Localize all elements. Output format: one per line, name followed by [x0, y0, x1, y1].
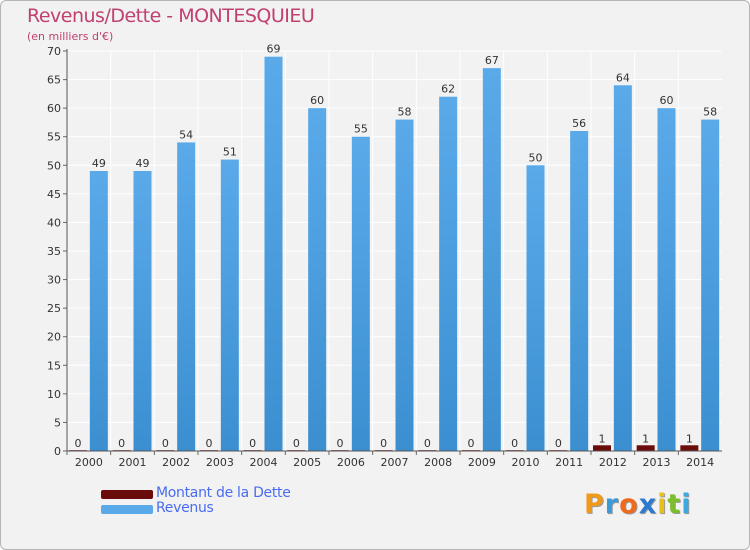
x-tick-label: 2001: [119, 456, 147, 469]
logo-letter: t: [667, 489, 682, 520]
y-tick-label: 55: [47, 131, 61, 144]
bar-revenue: [439, 96, 458, 451]
x-tick-label: 2008: [424, 456, 452, 469]
value-label-debt: 0: [206, 437, 213, 450]
grid-lines: [67, 50, 722, 452]
y-tick-label: 35: [47, 245, 61, 258]
bar-revenue: [264, 56, 283, 451]
bar-revenue: [89, 171, 108, 451]
value-label-debt: 0: [511, 437, 518, 450]
logo-letter: P: [584, 489, 605, 520]
x-tick-label: 2004: [250, 456, 278, 469]
value-label-revenue: 58: [398, 106, 412, 119]
value-label-revenue: 54: [179, 128, 193, 141]
value-label-debt: 0: [293, 437, 300, 450]
value-label-revenue: 49: [92, 157, 106, 170]
y-tick-label: 25: [47, 302, 61, 315]
bar-debt: [593, 445, 611, 451]
value-label-debt: 1: [642, 432, 649, 445]
value-label-debt: 0: [380, 437, 387, 450]
value-label-revenue: 67: [485, 54, 499, 67]
value-label-revenue: 51: [223, 146, 237, 159]
logo-letter: i: [681, 489, 692, 520]
x-tick-label: 2010: [512, 456, 540, 469]
bar-revenue: [351, 136, 370, 451]
x-tick-label: 2006: [337, 456, 365, 469]
x-tick-label: 2003: [206, 456, 234, 469]
value-label-debt: 1: [686, 432, 693, 445]
bar-revenue: [526, 165, 545, 452]
x-tick-label: 2012: [599, 456, 627, 469]
value-label-debt: 0: [468, 437, 475, 450]
value-label-revenue: 56: [572, 117, 586, 130]
value-label-revenue: 49: [136, 157, 150, 170]
value-label-debt: 0: [555, 437, 562, 450]
value-label-debt: 1: [599, 432, 606, 445]
y-tick-label: 15: [47, 359, 61, 372]
value-label-revenue: 62: [441, 83, 455, 96]
logo-letter: o: [619, 489, 639, 520]
bar-revenue: [657, 108, 676, 452]
value-label-debt: 0: [249, 437, 256, 450]
legend-swatch-revenue: [101, 505, 153, 514]
y-tick-label: 50: [47, 159, 61, 172]
bars: [69, 56, 720, 452]
logo-letter: r: [604, 489, 620, 520]
bar-revenue: [308, 108, 327, 452]
bar-revenue: [395, 119, 414, 452]
y-tick-label: 30: [47, 274, 61, 287]
y-tick-label: 65: [47, 74, 61, 87]
y-tick-label: 5: [54, 416, 61, 429]
value-label-revenue: 50: [529, 151, 543, 164]
value-labels: 0 49 0 49 0 54 0 51 0 69 0 60 0 55 0 58 0 62 0 67 0 50 0 56 1 64 1…: [75, 43, 718, 450]
y-tick-label: 45: [47, 188, 61, 201]
bar-revenue: [133, 171, 152, 451]
x-tick-label: 2002: [162, 456, 190, 469]
x-tick-label: 2013: [643, 456, 671, 469]
value-label-revenue: 60: [660, 94, 674, 107]
bar-revenue: [613, 85, 632, 452]
y-tick-label: 40: [47, 216, 61, 229]
x-tick-label: 2007: [381, 456, 409, 469]
value-label-debt: 0: [75, 437, 82, 450]
value-label-revenue: 60: [310, 94, 324, 107]
x-tick-label: 2005: [293, 456, 321, 469]
y-tick-label: 0: [54, 445, 61, 458]
value-label-revenue: 55: [354, 123, 368, 136]
y-tick-label: 60: [47, 102, 61, 115]
chart-subtitle: (en milliers d'€): [27, 30, 114, 43]
chart-title: Revenus/Dette - MONTESQUIEU: [27, 5, 315, 27]
value-label-revenue: 69: [267, 43, 281, 56]
x-tick-label: 2000: [75, 456, 103, 469]
proxiti-logo: Proxiti: [584, 489, 692, 520]
value-label-debt: 0: [162, 437, 169, 450]
logo-letter: i: [657, 489, 668, 520]
value-label-revenue: 64: [616, 71, 630, 84]
bar-revenue: [701, 119, 720, 452]
legend-label-debt: Montant de la Dette: [156, 485, 291, 501]
bar-debt: [680, 445, 699, 451]
x-tick-label: 2011: [555, 456, 583, 469]
bar-revenue: [570, 131, 589, 451]
legend-swatch-debt: [101, 490, 153, 499]
bar-revenue: [220, 159, 239, 452]
bar-revenue: [177, 142, 196, 451]
y-tick-label: 70: [47, 45, 61, 58]
x-tick-label: 2014: [686, 456, 714, 469]
value-label-debt: 0: [424, 437, 431, 450]
logo-letter: x: [638, 489, 658, 520]
value-label-debt: 0: [337, 437, 344, 450]
value-label-debt: 0: [118, 437, 125, 450]
bar-debt: [636, 445, 655, 451]
x-tick-label: 2009: [468, 456, 496, 469]
value-label-revenue: 58: [703, 106, 717, 119]
y-tick-label: 10: [47, 388, 61, 401]
legend-label-revenue: Revenus: [156, 500, 214, 516]
bar-revenue: [482, 68, 501, 452]
y-tick-label: 20: [47, 331, 61, 344]
